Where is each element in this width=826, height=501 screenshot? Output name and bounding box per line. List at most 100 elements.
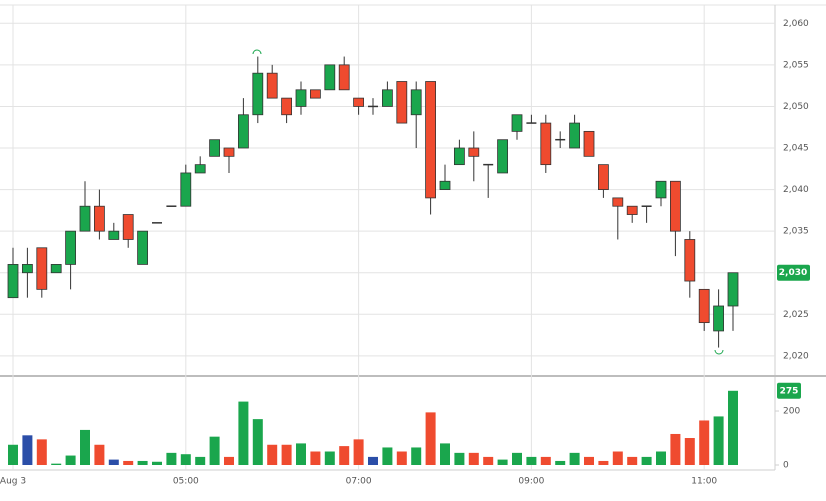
- candle-body: [108, 230, 120, 240]
- candle-body: [237, 114, 249, 149]
- volume-bar: [713, 416, 724, 465]
- candle-body: [94, 205, 105, 232]
- candle-body: [453, 147, 465, 166]
- price-badge: [777, 264, 810, 281]
- volume-bar: [454, 452, 465, 465]
- volume-bar: [281, 444, 292, 465]
- candle-body: [122, 214, 134, 240]
- x-tick-label: 11:00: [691, 477, 717, 487]
- candle-body: [324, 64, 336, 91]
- candle-body: [713, 305, 724, 332]
- volume-bar: [137, 460, 148, 465]
- candle-body: [540, 122, 552, 166]
- volume-bar: [224, 456, 234, 465]
- y-tick-label: 2,040: [783, 185, 809, 195]
- volume-bar: [296, 443, 306, 465]
- candle-body: [468, 147, 480, 157]
- candle-body: [21, 264, 33, 274]
- volume-bar: [22, 435, 33, 465]
- y-tick-label: 2,035: [783, 227, 809, 237]
- volume-bar: [152, 461, 162, 465]
- y-tick-label: 2,055: [783, 60, 809, 70]
- candle-body: [511, 114, 523, 132]
- candle-body: [353, 97, 365, 107]
- y-tick-label: 200: [783, 407, 800, 417]
- volume-bar: [612, 451, 623, 465]
- volume-bar: [339, 446, 350, 465]
- candle-body: [598, 164, 609, 190]
- candle-body: [65, 230, 76, 265]
- volume-bar: [526, 456, 537, 465]
- volume-bar: [8, 444, 18, 465]
- candle-body: [670, 180, 681, 232]
- volume-bar: [353, 439, 364, 465]
- candle-body: [727, 272, 739, 307]
- candle-body: [410, 89, 422, 116]
- candle-body: [626, 205, 638, 215]
- volume-bar: [699, 420, 710, 465]
- volume-bar: [483, 456, 494, 465]
- volume-bar: [584, 456, 594, 465]
- volume-bar: [440, 443, 450, 465]
- volume-bar: [166, 452, 177, 465]
- candle-body: [7, 264, 19, 299]
- volume-bar: [195, 456, 206, 465]
- volume-bar: [569, 452, 580, 465]
- x-tick-label: 07:00: [346, 477, 372, 487]
- y-tick-label: 2,025: [783, 310, 809, 320]
- volume-bar: [123, 460, 134, 465]
- candle-body: [583, 130, 595, 157]
- y-tick-label: 2,020: [783, 351, 809, 361]
- volume-bar: [641, 456, 652, 465]
- volume-bar: [65, 455, 76, 465]
- y-tick-label: 2,060: [783, 19, 809, 29]
- volume-badge: [777, 382, 801, 399]
- volume-bar: [627, 456, 638, 465]
- volume-bar: [684, 438, 695, 465]
- candle-body: [497, 139, 509, 174]
- volume-bar: [252, 419, 263, 465]
- volume-bar: [468, 452, 479, 465]
- candle-body: [396, 81, 408, 124]
- candle-body: [295, 89, 307, 107]
- candle-body: [612, 197, 624, 207]
- x-tick-label: 09:00: [518, 477, 544, 487]
- candle-body: [569, 122, 580, 149]
- candle-body: [655, 180, 667, 199]
- candle-body: [223, 147, 235, 157]
- volume-bar: [209, 436, 220, 465]
- y-tick-label: 2,050: [783, 102, 809, 112]
- volume-bar: [382, 447, 393, 465]
- candle-body: [252, 72, 264, 116]
- volume-bar: [36, 439, 47, 465]
- candle-body: [180, 172, 192, 207]
- volume-bar: [51, 463, 62, 465]
- volume-bar: [368, 456, 378, 465]
- candle-body: [36, 247, 48, 290]
- candle-body: [266, 72, 278, 99]
- high-marker: [252, 49, 262, 55]
- volume-bar: [670, 433, 681, 465]
- candle-body: [698, 288, 710, 324]
- volume-bar: [425, 412, 436, 465]
- volume-bar: [238, 401, 249, 465]
- volume-bar: [728, 390, 738, 465]
- volume-bar: [512, 452, 522, 465]
- volume-bar: [324, 451, 335, 465]
- candle-body: [381, 89, 393, 107]
- candle-body: [439, 180, 451, 190]
- volume-bar: [310, 451, 321, 465]
- volume-badge-label: 275: [780, 386, 799, 396]
- candle-body: [209, 139, 221, 157]
- volume-bar: [396, 451, 407, 465]
- candle-body: [425, 81, 437, 199]
- volume-bar: [80, 429, 90, 465]
- y-tick-label: 0: [783, 461, 789, 471]
- low-marker: [714, 349, 724, 355]
- candle-body: [50, 264, 62, 274]
- volume-bar: [598, 460, 609, 465]
- volume-bar: [94, 444, 105, 465]
- volume-bar: [411, 447, 422, 465]
- x-tick-label: 05:00: [173, 477, 199, 487]
